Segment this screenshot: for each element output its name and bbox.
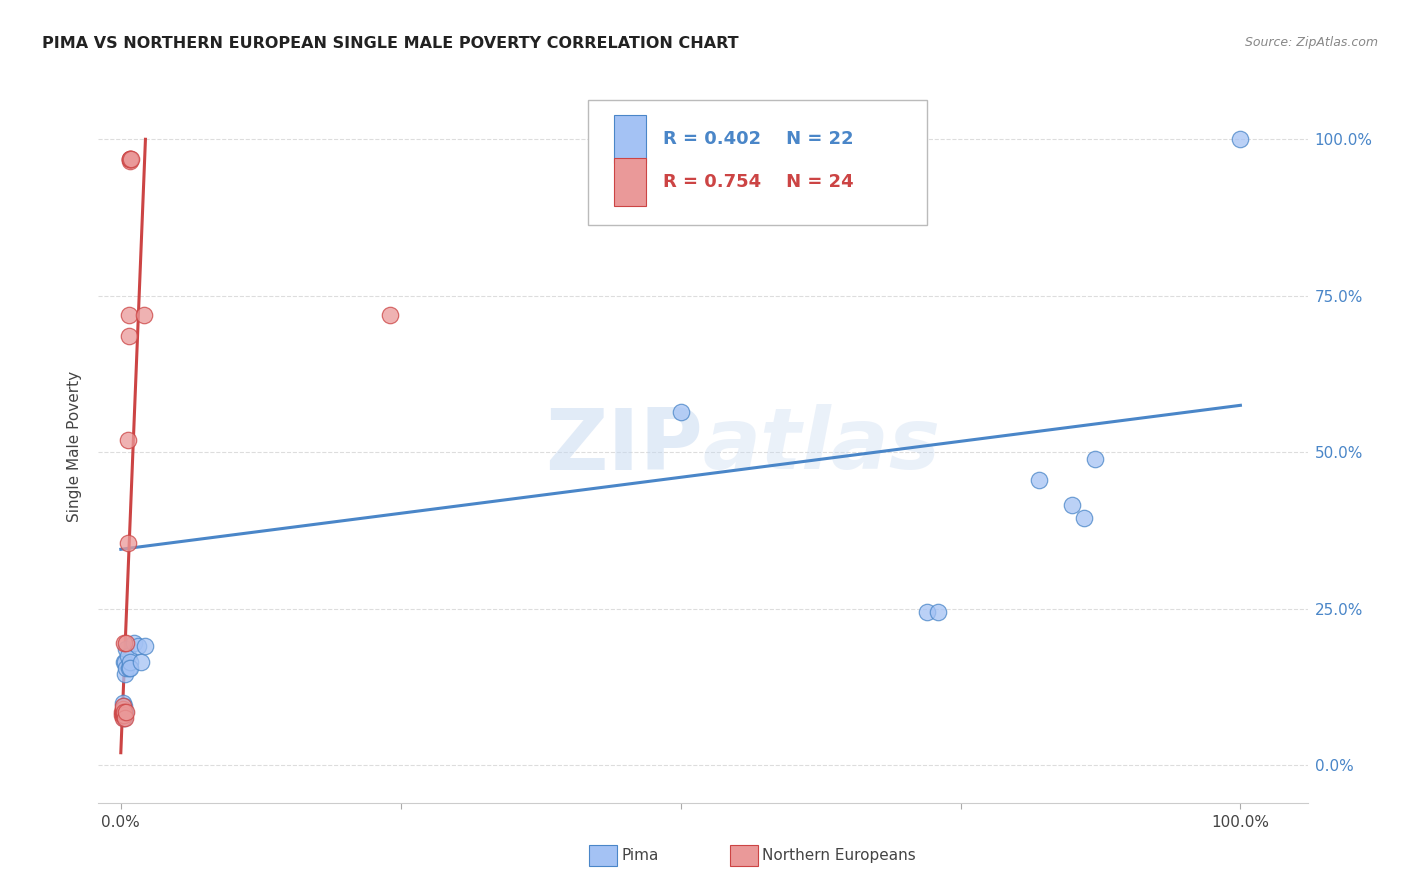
Point bbox=[118, 661, 141, 675]
Point bbox=[112, 705, 135, 719]
Text: Pima: Pima bbox=[621, 848, 659, 863]
Point bbox=[112, 636, 135, 650]
Point bbox=[111, 708, 134, 723]
Point bbox=[111, 705, 134, 719]
Text: ZIP: ZIP bbox=[546, 404, 703, 488]
Point bbox=[112, 708, 135, 723]
Text: R = 0.754    N = 24: R = 0.754 N = 24 bbox=[664, 173, 853, 191]
Point bbox=[118, 655, 141, 669]
Point bbox=[117, 433, 139, 447]
Point bbox=[114, 705, 136, 719]
Point bbox=[115, 642, 138, 657]
Point bbox=[127, 640, 149, 654]
Point bbox=[112, 708, 135, 723]
Point bbox=[378, 308, 401, 322]
Point bbox=[134, 640, 156, 654]
Point bbox=[1084, 451, 1107, 466]
Point bbox=[927, 605, 949, 619]
Point bbox=[112, 698, 135, 713]
FancyBboxPatch shape bbox=[613, 158, 647, 206]
Point bbox=[115, 705, 138, 719]
Point bbox=[1062, 499, 1084, 513]
Point bbox=[118, 153, 141, 167]
Point bbox=[1073, 511, 1095, 525]
Point bbox=[115, 636, 138, 650]
Point bbox=[118, 153, 141, 167]
Point bbox=[112, 705, 135, 719]
Point bbox=[1028, 474, 1050, 488]
FancyBboxPatch shape bbox=[613, 115, 647, 163]
Point bbox=[120, 153, 142, 167]
Text: Source: ZipAtlas.com: Source: ZipAtlas.com bbox=[1244, 36, 1378, 49]
Point bbox=[112, 702, 135, 716]
Point bbox=[115, 661, 138, 675]
Point bbox=[117, 648, 139, 663]
Point bbox=[118, 661, 141, 675]
Point bbox=[114, 667, 136, 681]
Point bbox=[112, 696, 135, 710]
Point bbox=[117, 536, 139, 550]
Text: PIMA VS NORTHERN EUROPEAN SINGLE MALE POVERTY CORRELATION CHART: PIMA VS NORTHERN EUROPEAN SINGLE MALE PO… bbox=[42, 36, 738, 51]
Text: R = 0.402    N = 22: R = 0.402 N = 22 bbox=[664, 130, 853, 148]
Point bbox=[122, 636, 145, 650]
Point bbox=[114, 655, 136, 669]
Point bbox=[118, 308, 141, 322]
Point bbox=[134, 308, 156, 322]
Y-axis label: Single Male Poverty: Single Male Poverty bbox=[67, 370, 83, 522]
Point bbox=[112, 698, 135, 713]
Point bbox=[1229, 132, 1251, 146]
Point bbox=[112, 655, 135, 669]
Point bbox=[112, 711, 135, 725]
Point bbox=[669, 404, 692, 418]
Point bbox=[118, 153, 141, 167]
Point bbox=[112, 711, 135, 725]
Text: Northern Europeans: Northern Europeans bbox=[762, 848, 915, 863]
Point bbox=[112, 705, 135, 719]
Point bbox=[915, 605, 938, 619]
Point bbox=[118, 329, 141, 343]
Text: atlas: atlas bbox=[703, 404, 941, 488]
Point bbox=[129, 655, 152, 669]
Point bbox=[114, 711, 136, 725]
Point bbox=[118, 154, 141, 169]
FancyBboxPatch shape bbox=[588, 100, 927, 225]
